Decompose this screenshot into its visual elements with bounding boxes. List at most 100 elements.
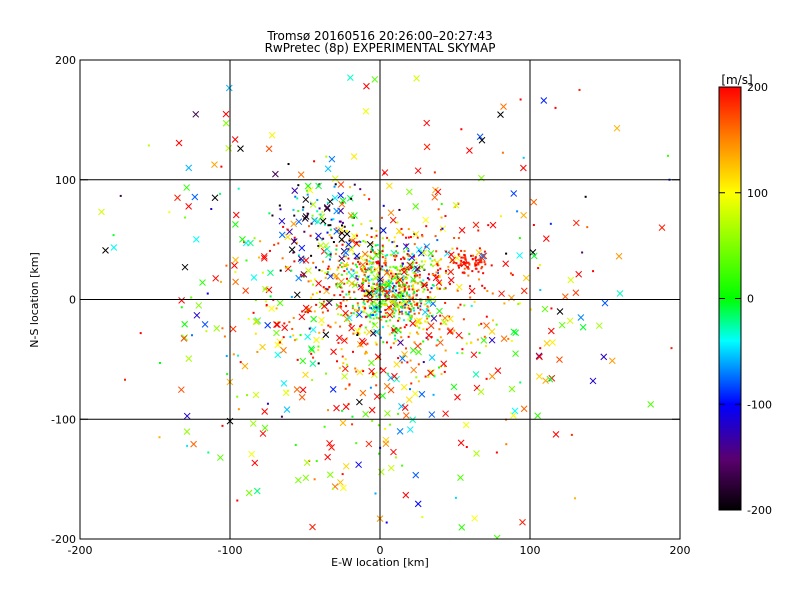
dot-marker	[316, 199, 319, 202]
dot-marker	[375, 316, 378, 319]
dot-marker	[277, 242, 280, 245]
x-marker	[356, 340, 364, 348]
x-marker	[658, 224, 666, 232]
dot-marker	[305, 309, 308, 312]
dot-marker	[282, 336, 285, 339]
x-marker	[453, 254, 461, 262]
dot-marker	[405, 277, 408, 280]
dot-marker	[236, 395, 239, 398]
dot-marker	[307, 311, 310, 314]
dot-marker	[518, 237, 521, 240]
x-marker	[473, 450, 480, 457]
dot-marker	[447, 265, 450, 268]
dot-marker	[357, 328, 360, 331]
x-marker	[418, 390, 426, 398]
dot-marker	[271, 214, 274, 217]
dot-marker	[424, 260, 427, 263]
x-marker	[390, 326, 398, 334]
dot-marker	[400, 278, 403, 281]
dot-marker	[400, 301, 403, 304]
dot-marker	[584, 195, 587, 198]
x-marker	[347, 212, 355, 219]
dot-marker	[364, 326, 367, 329]
x-marker	[181, 320, 189, 328]
x-marker	[306, 186, 314, 194]
dot-marker	[510, 272, 513, 275]
dot-marker	[444, 269, 447, 272]
x-marker	[421, 308, 429, 316]
dot-marker	[335, 244, 338, 247]
dot-marker	[453, 329, 456, 332]
dot-marker	[436, 287, 439, 290]
dot-marker	[480, 267, 483, 270]
dot-marker	[440, 216, 443, 219]
dot-marker	[410, 318, 413, 321]
x-marker	[178, 297, 185, 304]
dot-marker	[403, 305, 406, 308]
dot-marker	[418, 276, 421, 279]
dot-marker	[368, 305, 371, 308]
y-axis-ticks: -200 -100 0 100 200	[51, 54, 680, 546]
dot-marker	[402, 267, 405, 270]
x-marker	[365, 328, 373, 336]
x-marker	[647, 401, 655, 408]
dot-marker	[382, 246, 385, 249]
dot-marker	[417, 306, 420, 309]
x-marker	[261, 408, 269, 415]
dot-marker	[423, 303, 426, 306]
dot-marker	[384, 296, 387, 299]
dot-marker	[352, 332, 355, 335]
x-marker	[440, 360, 448, 368]
x-marker	[455, 283, 463, 291]
dot-marker	[450, 259, 453, 262]
dot-marker	[452, 261, 455, 264]
dot-marker	[474, 267, 477, 270]
dot-marker	[316, 210, 319, 213]
dot-marker	[439, 267, 442, 270]
dot-marker	[402, 256, 405, 259]
dot-marker	[342, 296, 345, 299]
dot-marker	[370, 302, 373, 305]
x-marker	[387, 386, 395, 394]
dot-marker	[465, 445, 468, 448]
dot-marker	[339, 285, 342, 288]
dot-marker	[358, 306, 361, 309]
dot-marker	[355, 241, 358, 244]
dot-marker	[337, 266, 340, 269]
dot-marker	[393, 236, 396, 239]
dot-marker	[425, 315, 428, 318]
dot-marker	[399, 297, 402, 300]
x-marker	[442, 410, 449, 418]
x-marker	[415, 246, 423, 254]
dot-marker	[369, 320, 372, 323]
dot-marker	[483, 250, 486, 253]
dot-marker	[427, 306, 430, 309]
dot-marker	[339, 301, 342, 304]
x-marker	[195, 302, 203, 309]
dot-marker	[373, 293, 376, 296]
dot-marker	[391, 295, 394, 298]
dot-marker	[448, 315, 451, 318]
dot-marker	[366, 315, 369, 318]
x-marker	[498, 290, 505, 298]
x-marker	[183, 412, 191, 420]
dot-marker	[376, 286, 379, 289]
x-marker	[350, 232, 358, 240]
dot-marker	[159, 361, 162, 364]
dot-marker	[350, 197, 353, 200]
dot-marker	[384, 312, 387, 315]
dot-marker	[320, 323, 323, 326]
x-marker	[333, 404, 340, 412]
dot-marker	[389, 319, 392, 322]
x-marker	[478, 254, 486, 262]
dot-marker	[384, 261, 387, 264]
dot-marker	[302, 274, 305, 277]
dot-marker	[124, 378, 126, 381]
dot-marker	[417, 333, 420, 336]
dot-marker	[463, 256, 466, 259]
dot-marker	[474, 257, 477, 260]
x-marker	[213, 325, 221, 332]
dot-marker	[356, 302, 359, 305]
dot-marker	[273, 243, 276, 246]
x-marker	[458, 523, 466, 531]
